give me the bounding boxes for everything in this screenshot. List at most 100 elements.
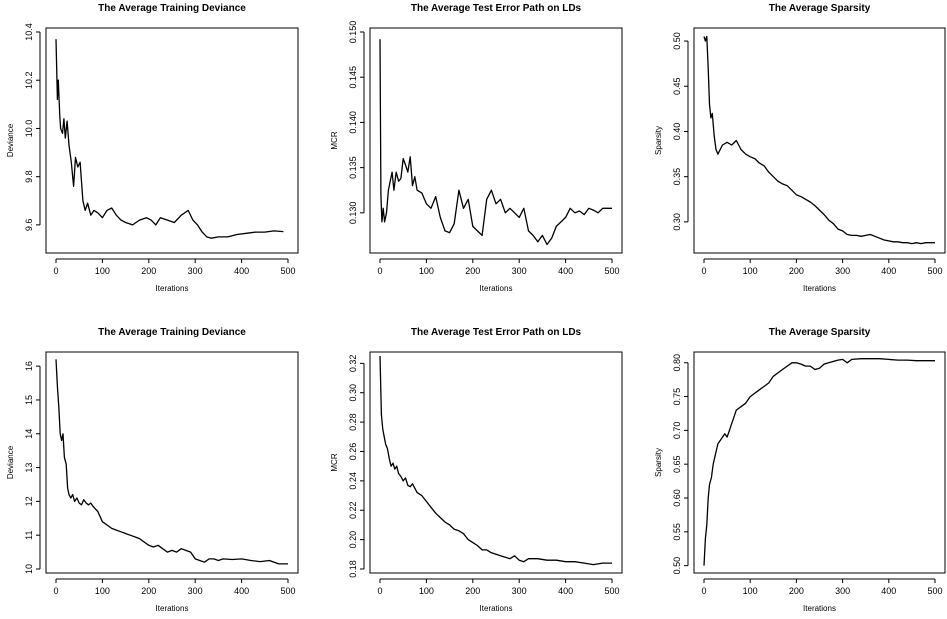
chart-title: The Average Training Deviance xyxy=(98,327,246,338)
x-tick-label: 0 xyxy=(701,586,706,596)
chart-title: The Average Training Deviance xyxy=(98,3,246,14)
plot-frame xyxy=(370,352,622,573)
series-line xyxy=(704,359,935,566)
y-tick-label: 0.30 xyxy=(672,213,682,231)
x-axis-label: Iterations xyxy=(803,604,836,613)
y-tick-label: 0.22 xyxy=(348,501,358,519)
y-tick-label: 0.45 xyxy=(672,77,682,95)
y-tick-label: 0.30 xyxy=(348,384,358,402)
series-line xyxy=(704,37,935,244)
x-tick-label: 300 xyxy=(835,266,850,276)
y-tick-label: 9.6 xyxy=(24,219,34,232)
x-tick-label: 400 xyxy=(234,266,249,276)
y-axis-label: Sparsity xyxy=(654,448,663,477)
y-tick-label: 0.140 xyxy=(348,111,358,134)
x-axis-label: Iterations xyxy=(480,284,513,293)
y-tick-label: 0.150 xyxy=(348,21,358,44)
x-tick-label: 200 xyxy=(465,586,480,596)
chart-title: The Average Sparsity xyxy=(769,3,871,14)
y-tick-label: 0.60 xyxy=(672,489,682,507)
y-tick-label: 14 xyxy=(24,429,34,439)
x-tick-label: 300 xyxy=(835,586,850,596)
x-tick-label: 0 xyxy=(377,586,382,596)
x-tick-label: 0 xyxy=(377,266,382,276)
plot-frame xyxy=(694,28,945,253)
y-tick-label: 0.130 xyxy=(348,202,358,225)
y-tick-label: 16 xyxy=(24,361,34,371)
series-line xyxy=(56,39,283,238)
x-tick-label: 200 xyxy=(789,266,804,276)
chart-panel-4: The Average Training Deviance 0 100 200 300 4… xyxy=(6,327,298,613)
x-tick-label: 100 xyxy=(95,586,110,596)
y-axis-label: Sparsity xyxy=(654,126,663,155)
x-tick-label: 100 xyxy=(743,266,758,276)
y-tick-label: 0.24 xyxy=(348,472,358,490)
y-axis-label: Deviance xyxy=(6,445,15,479)
x-tick-label: 400 xyxy=(558,266,573,276)
x-tick-label: 0 xyxy=(53,266,58,276)
x-tick-label: 100 xyxy=(743,586,758,596)
x-tick-label: 100 xyxy=(419,586,434,596)
x-tick-label: 500 xyxy=(604,266,619,276)
x-tick-label: 500 xyxy=(927,266,942,276)
y-tick-label: 0.75 xyxy=(672,388,682,406)
y-tick-label: 0.145 xyxy=(348,66,358,89)
x-tick-label: 500 xyxy=(280,586,295,596)
y-tick-label: 0.32 xyxy=(348,355,358,373)
chart-title: The Average Test Error Path on LDs xyxy=(411,3,582,14)
y-tick-label: 10.0 xyxy=(24,120,34,138)
y-tick-label: 0.50 xyxy=(672,32,682,50)
x-tick-label: 100 xyxy=(419,266,434,276)
x-tick-label: 500 xyxy=(604,586,619,596)
y-tick-label: 0.50 xyxy=(672,557,682,575)
plot-frame xyxy=(46,352,298,573)
x-tick-label: 400 xyxy=(881,266,896,276)
series-line xyxy=(380,39,612,244)
y-tick-label: 10.4 xyxy=(24,23,34,41)
x-axis-label: Iterations xyxy=(480,604,513,613)
x-tick-label: 500 xyxy=(280,266,295,276)
x-tick-label: 300 xyxy=(512,266,527,276)
y-tick-label: 13 xyxy=(24,463,34,473)
y-tick-label: 0.80 xyxy=(672,354,682,372)
plot-frame xyxy=(370,28,622,253)
y-tick-label: 10 xyxy=(24,564,34,574)
y-tick-label: 9.8 xyxy=(24,170,34,183)
y-tick-label: 0.70 xyxy=(672,422,682,440)
y-tick-label: 0.20 xyxy=(348,531,358,549)
x-tick-label: 100 xyxy=(95,266,110,276)
x-tick-label: 200 xyxy=(141,266,156,276)
y-tick-label: 0.135 xyxy=(348,156,358,179)
y-tick-label: 12 xyxy=(24,496,34,506)
y-tick-label: 0.40 xyxy=(672,123,682,141)
y-tick-label: 0.35 xyxy=(672,168,682,186)
x-tick-label: 0 xyxy=(701,266,706,276)
y-axis-label: Deviance xyxy=(6,123,15,157)
x-tick-label: 200 xyxy=(465,266,480,276)
y-axis-label: MCR xyxy=(330,453,339,471)
y-tick-label: 15 xyxy=(24,395,34,405)
y-tick-label: 0.26 xyxy=(348,443,358,461)
y-tick-label: 0.28 xyxy=(348,413,358,431)
y-axis-label: MCR xyxy=(330,131,339,149)
plot-frame xyxy=(694,352,945,573)
plot-frame xyxy=(46,28,298,253)
chart-title: The Average Sparsity xyxy=(769,327,871,338)
chart-panel-1: The Average Training Deviance 0 100 200 300 4… xyxy=(6,3,298,293)
chart-title: The Average Test Error Path on LDs xyxy=(411,327,582,338)
x-axis-label: Iterations xyxy=(803,284,836,293)
chart-panel-3: The Average Sparsity 0 100 200 300 400 500 Iter… xyxy=(654,3,945,293)
x-axis-label: Iterations xyxy=(156,604,189,613)
x-tick-label: 300 xyxy=(188,586,203,596)
chart-panel-6: The Average Sparsity 0 100 200 300 400 500 Iter… xyxy=(654,327,945,613)
x-tick-label: 500 xyxy=(927,586,942,596)
x-tick-label: 400 xyxy=(558,586,573,596)
chart-panel-2: The Average Test Error Path on LDs 0 100 20… xyxy=(330,3,622,293)
x-tick-label: 400 xyxy=(881,586,896,596)
x-tick-label: 0 xyxy=(53,586,58,596)
y-tick-label: 10.2 xyxy=(24,71,34,89)
series-line xyxy=(56,359,288,564)
x-tick-label: 200 xyxy=(789,586,804,596)
x-tick-label: 300 xyxy=(512,586,527,596)
